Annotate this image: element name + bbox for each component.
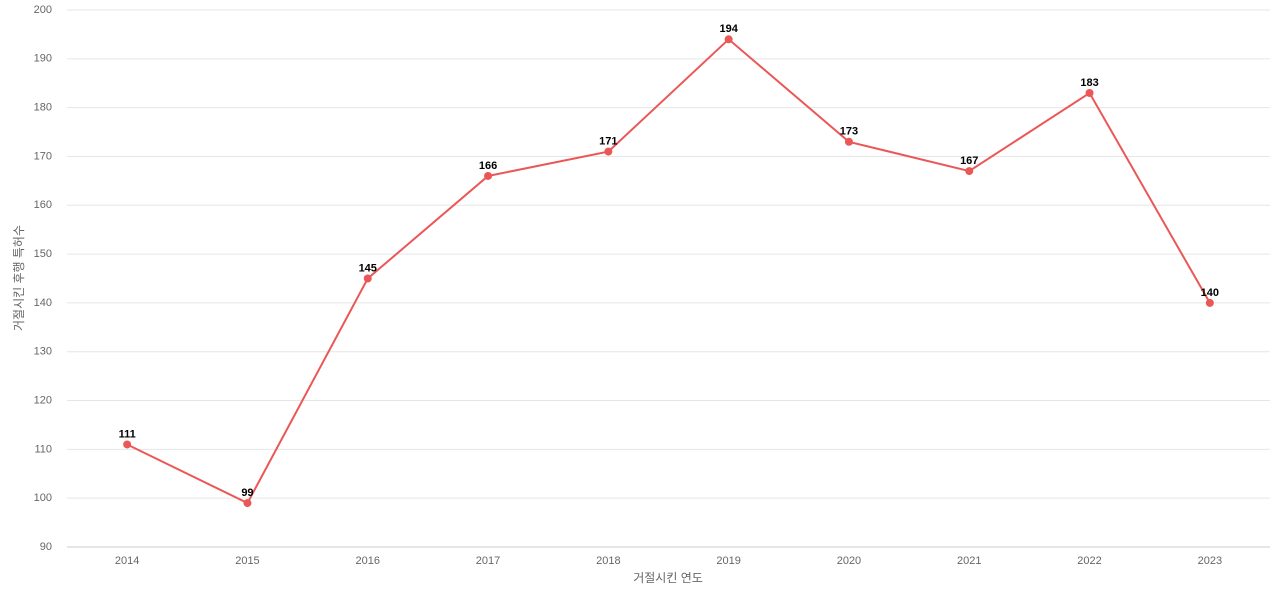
x-tick-label: 2019 <box>716 555 740 567</box>
y-tick-label: 100 <box>34 492 52 504</box>
y-tick-label: 130 <box>34 346 52 358</box>
point <box>1085 88 1094 97</box>
data-label: 194 <box>719 23 738 35</box>
y-tick-label: 140 <box>34 297 52 309</box>
y-tick-label: 180 <box>34 102 52 114</box>
data-label: 140 <box>1201 287 1219 299</box>
point <box>243 499 252 508</box>
y-tick-label: 150 <box>34 248 52 260</box>
data-label: 171 <box>599 135 617 147</box>
data-label: 111 <box>119 428 136 440</box>
x-tick-label: 2018 <box>596 555 620 567</box>
point <box>844 137 853 146</box>
x-tick-label: 2023 <box>1198 555 1222 567</box>
data-label: 173 <box>840 126 858 138</box>
point <box>965 167 974 176</box>
x-tick-label: 2014 <box>115 555 139 567</box>
x-tick-label: 2020 <box>837 555 861 567</box>
data-label: 183 <box>1080 77 1098 89</box>
x-axis-title: 거절시킨 연도 <box>633 571 703 585</box>
data-label: 99 <box>241 487 253 499</box>
y-tick-label: 190 <box>34 53 52 65</box>
point <box>604 147 613 156</box>
line <box>126 37 1211 505</box>
point <box>123 440 132 449</box>
point <box>724 35 733 44</box>
y-tick-label: 160 <box>34 199 52 211</box>
x-tick-label: 2017 <box>476 555 500 567</box>
y-tick-label: 200 <box>34 4 52 16</box>
y-tick-label: 110 <box>34 443 52 455</box>
x-tick-label: 2022 <box>1077 555 1101 567</box>
x-tick-label: 2015 <box>235 555 259 567</box>
data-label: 145 <box>359 262 377 274</box>
y-axis-title: 거절시킨 후행 특허수 <box>11 225 26 331</box>
data-label: 167 <box>960 155 978 167</box>
x-tick-label: 2016 <box>356 555 380 567</box>
y-tick-label: 170 <box>34 150 52 162</box>
y-tick-label: 90 <box>40 541 52 553</box>
y-tick-label: 120 <box>34 394 52 406</box>
x-tick-label: 2021 <box>957 555 981 567</box>
point <box>1205 298 1214 307</box>
point <box>484 171 493 180</box>
point <box>363 274 372 283</box>
data-label: 166 <box>479 160 497 172</box>
